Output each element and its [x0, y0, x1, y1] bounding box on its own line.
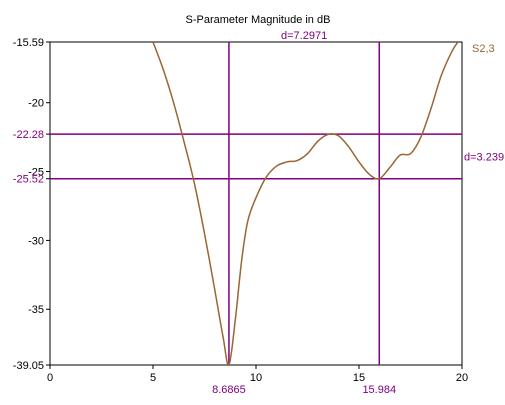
delta-x-label: d=7.2971: [281, 30, 327, 42]
x-tick-label: 0: [47, 372, 53, 384]
chart-title: S-Parameter Magnitude in dB: [186, 14, 331, 26]
x-tick-label: 15: [353, 372, 365, 384]
y-tick-label: -15.59: [13, 37, 44, 49]
x-tick-label: 10: [250, 372, 262, 384]
x-tick-label: 5: [150, 372, 156, 384]
y-tick-label: -25: [28, 167, 44, 179]
y-tick-label: -20: [28, 98, 44, 110]
x-tick-label: 20: [456, 372, 468, 384]
y-marker-label: -25.52: [13, 174, 44, 186]
series-line-s23: [152, 42, 459, 365]
y-tick-label: -30: [28, 235, 44, 247]
y-marker-label: -22.28: [13, 129, 44, 141]
vertical-marker-label: 15.984: [362, 384, 396, 396]
delta-y-label: d=3.239: [464, 151, 504, 163]
y-tick-label: -39.05: [13, 360, 44, 372]
y-tick-label: -35: [28, 304, 44, 316]
vertical-marker-label: 8.6865: [212, 384, 246, 396]
plot-frame: [49, 41, 463, 366]
legend-entry: S2,3: [472, 43, 495, 55]
